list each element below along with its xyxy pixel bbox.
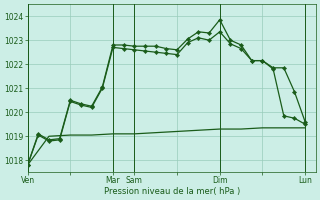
X-axis label: Pression niveau de la mer( hPa ): Pression niveau de la mer( hPa ) <box>104 187 240 196</box>
